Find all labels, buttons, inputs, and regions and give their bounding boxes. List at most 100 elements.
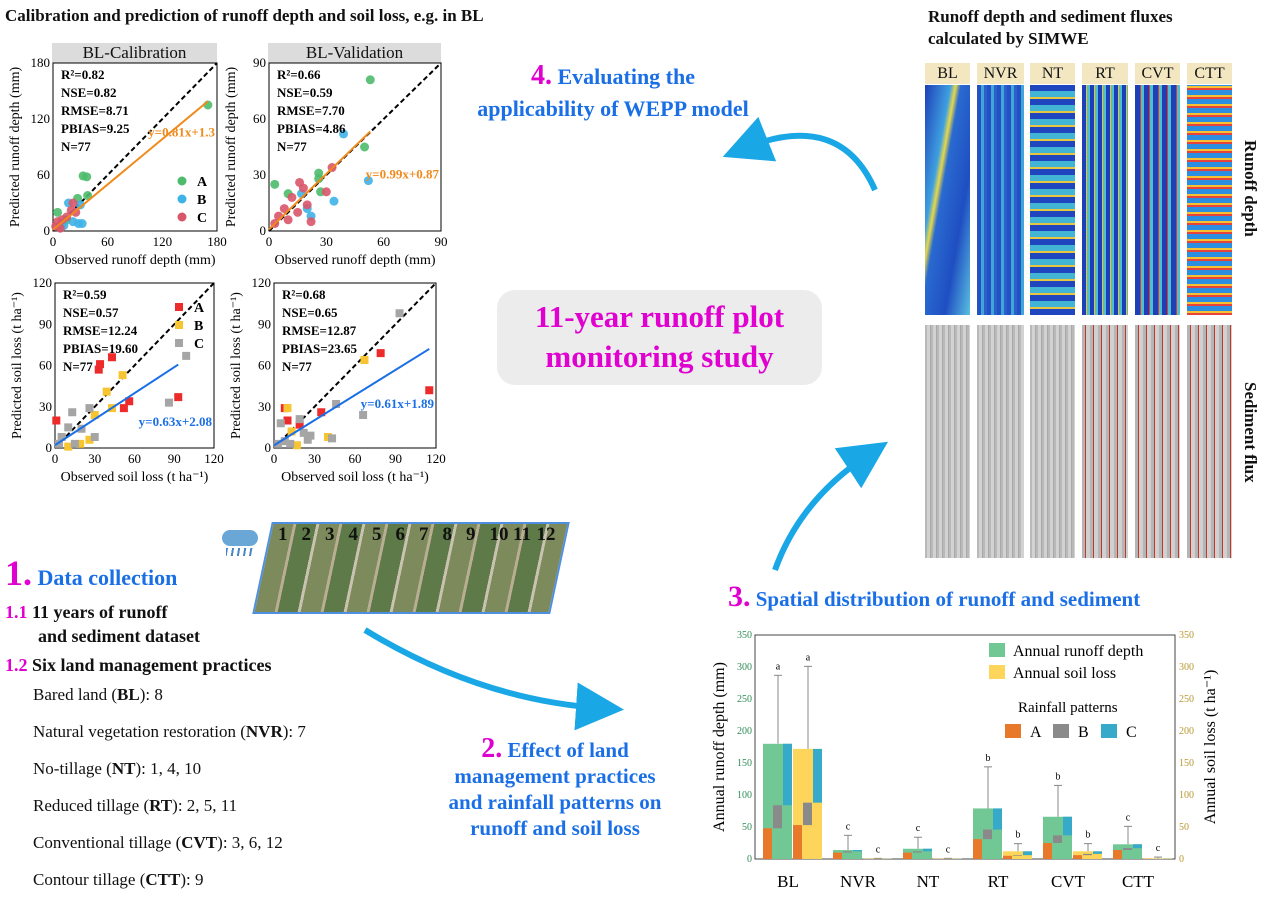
sediment-flux-map-nvr <box>977 325 1024 558</box>
step4-heading: 4. Evaluating the applicability of WEPP … <box>458 60 768 125</box>
pattern-a-bar <box>1073 855 1082 859</box>
y2-tick-label: 200 <box>1179 726 1194 737</box>
x-tick-label: 30 <box>320 234 333 249</box>
y-tick-label: 350 <box>737 630 752 641</box>
land-practice-item: Reduced tillage (RT): 2, 5, 11 <box>33 796 237 816</box>
pattern-b-bar <box>803 802 812 826</box>
y-axis-label: Predicted soil loss (t ha⁻¹) <box>229 292 244 439</box>
arrow-to-step3-maps <box>772 441 889 572</box>
step1-2: 1.2 Six land management practices <box>5 655 271 676</box>
pattern-c-bar <box>923 848 932 852</box>
y-axis-label: Annual runoff depth (mm) <box>711 662 728 832</box>
data-point-B <box>85 435 94 444</box>
y-tick-label: 300 <box>737 662 752 673</box>
simwe-title: Runoff depth and sediment fluxes calcula… <box>928 6 1173 50</box>
data-point-C <box>68 198 78 208</box>
arrow-to-step4 <box>722 116 878 192</box>
fit-equation: y=0.99x+0.87 <box>366 167 440 182</box>
pattern-b-bar <box>1053 835 1062 843</box>
x-tick-label: 60 <box>128 451 141 466</box>
x-axis-label: Observed soil loss (t ha⁻¹) <box>61 470 209 485</box>
plot-frame <box>273 282 437 449</box>
stat-n: N=77 <box>277 139 307 154</box>
data-point-C <box>64 423 73 432</box>
data-point-B <box>102 387 111 396</box>
y-axis-label: Predicted soil loss (t ha⁻¹) <box>10 292 25 439</box>
y-tick-label: 30 <box>253 167 266 182</box>
plot-number: 9 <box>466 524 476 545</box>
plot-number: 7 <box>419 524 429 545</box>
data-point-C <box>57 433 66 441</box>
one-to-one-line <box>54 282 215 449</box>
legend-pattern-b-label: B <box>1078 724 1089 741</box>
sediment-flux-map-nt <box>1030 325 1075 558</box>
x-axis-label: Observed runoff depth (mm) <box>274 253 435 268</box>
step1-1-line1: 11 years of runoff <box>32 602 168 622</box>
practice-abbr: RT <box>149 796 173 815</box>
land-practice-item: No-tillage (NT): 1, 4, 10 <box>33 759 201 779</box>
legend-label-C: C <box>197 211 207 226</box>
bar-plot-frame <box>754 634 1176 860</box>
data-point-B <box>68 217 78 227</box>
x-tick-label: 90 <box>389 451 402 466</box>
data-point-A <box>94 365 103 374</box>
pattern-c-bar <box>813 748 822 803</box>
practice-post: ): 8 <box>139 685 163 704</box>
pattern-b-bar <box>913 851 922 853</box>
map-label-nt: NT <box>1030 63 1075 84</box>
map-label-ctt: CTT <box>1187 63 1232 84</box>
data-point-B <box>76 439 85 448</box>
x-tick-label: 30 <box>88 451 101 466</box>
data-point-A <box>365 75 375 85</box>
center-line2: monitoring study <box>545 339 774 374</box>
legend-pattern-a-swatch <box>1005 724 1021 738</box>
y-tick-label: 30 <box>258 399 271 414</box>
practice-pre: Bared land ( <box>33 685 118 704</box>
data-point-A <box>119 404 128 413</box>
data-point-C <box>306 431 315 440</box>
step1-heading: 1. Data collection <box>5 552 177 594</box>
stat-n: N=77 <box>282 359 312 374</box>
significance-letter: c <box>916 823 921 834</box>
data-point-C <box>90 433 99 441</box>
land-practice-item: Conventional tillage (CVT): 3, 6, 12 <box>33 833 283 853</box>
practice-post: ): 7 <box>282 722 306 741</box>
y2-tick-label: 350 <box>1179 630 1194 641</box>
land-practice-item: Natural vegetation restoration (NVR): 7 <box>33 722 306 742</box>
x-tick-label: 30 <box>308 451 321 466</box>
rain-cloud-icon <box>220 528 260 558</box>
practice-abbr: NVR <box>245 722 283 741</box>
legend-marker-B <box>175 321 183 329</box>
legend-pattern-c-label: C <box>1126 724 1137 741</box>
data-point-C <box>328 434 337 443</box>
annual-runoff-soilloss-bar-chart: 0 0 50 50 100 100 150 150 200 200 250 250 300 300 350 3… <box>711 630 1219 891</box>
pattern-c-bar <box>1063 816 1072 836</box>
legend-soil-label: Annual soil loss <box>1013 665 1116 682</box>
x-tick-label: 0 <box>271 451 278 466</box>
x-tick-label: 120 <box>153 234 173 249</box>
step3-heading: 3. Spatial distribution of runoff and se… <box>728 580 1140 614</box>
data-point-A <box>53 207 63 217</box>
practice-post: ): 3, 6, 12 <box>217 833 283 852</box>
sediment-flux-map-bl <box>925 325 970 558</box>
runoff-depth-map-nvr <box>977 85 1024 315</box>
legend-runoff-swatch <box>989 643 1005 657</box>
y-tick-label: 120 <box>252 277 272 290</box>
plot-number: 2 <box>301 524 312 545</box>
data-point-B <box>292 441 301 450</box>
x-tick-label: 0 <box>50 234 57 249</box>
stat-r2: R²=0.68 <box>282 287 326 302</box>
category-label-ctt: CTT <box>1122 872 1155 891</box>
data-point-B <box>64 442 73 451</box>
step3-number: 3. <box>728 580 751 613</box>
practice-pre: Natural vegetation restoration ( <box>33 722 246 741</box>
practice-post: ): 2, 5, 11 <box>172 796 238 815</box>
scatter-panel: 00 60 60 120 120 180 180 Observed runoff depth … <box>8 57 227 268</box>
data-point-C <box>295 415 304 424</box>
fit-line <box>54 363 179 446</box>
data-point-A <box>83 191 93 201</box>
data-point-C <box>68 408 77 417</box>
stat-nse: NSE=0.57 <box>63 305 119 320</box>
data-point-C <box>182 351 191 360</box>
